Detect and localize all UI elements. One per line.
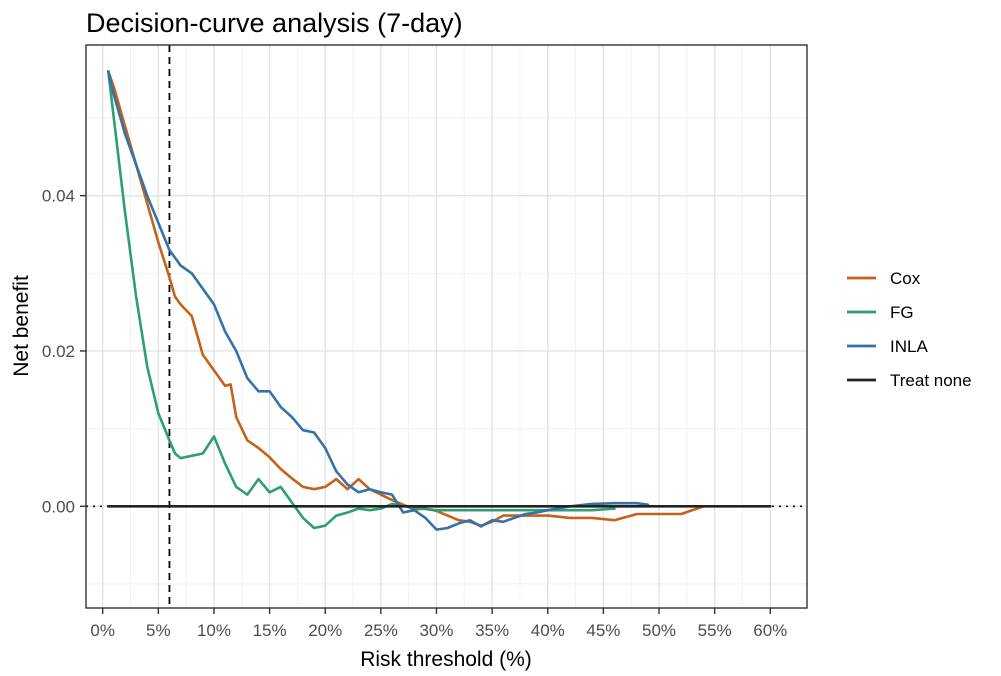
y-axis: 0.00 0.02 0.04 [42,187,86,516]
legend-label: Cox [890,269,921,288]
x-tick-label: 60% [753,621,787,640]
y-tick-label: 0.00 [42,497,75,516]
legend-item-cox: Cox [847,269,921,288]
legend-item-inla: INLA [847,337,928,356]
legend-label: FG [890,303,914,322]
x-tick-label: 55% [698,621,732,640]
x-tick-label: 10% [197,621,231,640]
gridlines [86,45,807,608]
series-line-cox [107,70,705,528]
chart-title: Decision-curve analysis (7-day) [86,8,463,38]
y-axis-title: Net benefit [10,275,33,377]
x-tick-label: 25% [364,621,398,640]
x-tick-label: 50% [642,621,676,640]
legend-item-treat-none: Treat none [847,371,972,390]
legend: Cox FG INLA Treat none [847,269,972,390]
x-tick-label: 20% [308,621,342,640]
legend-label: INLA [890,337,928,356]
y-tick-label: 0.02 [42,342,75,361]
series-line-inla [107,70,650,531]
series-lines [107,70,772,531]
legend-item-fg: FG [847,303,914,322]
x-tick-label: 15% [253,621,287,640]
x-tick-label: 0% [90,621,115,640]
series-line-fg [107,70,616,530]
plot-panel-border [85,44,808,609]
x-axis: 0% 5% 10% 15% 20% 25% 30% 35% 40% 45% 50% 55% 60% [90,608,787,640]
x-tick-label: 35% [475,621,509,640]
y-tick-label: 0.04 [42,187,75,206]
x-tick-label: 30% [419,621,453,640]
x-tick-label: 5% [146,621,171,640]
x-tick-label: 40% [531,621,565,640]
x-axis-title: Risk threshold (%) [360,648,532,671]
x-tick-label: 45% [586,621,620,640]
legend-label: Treat none [890,371,972,390]
